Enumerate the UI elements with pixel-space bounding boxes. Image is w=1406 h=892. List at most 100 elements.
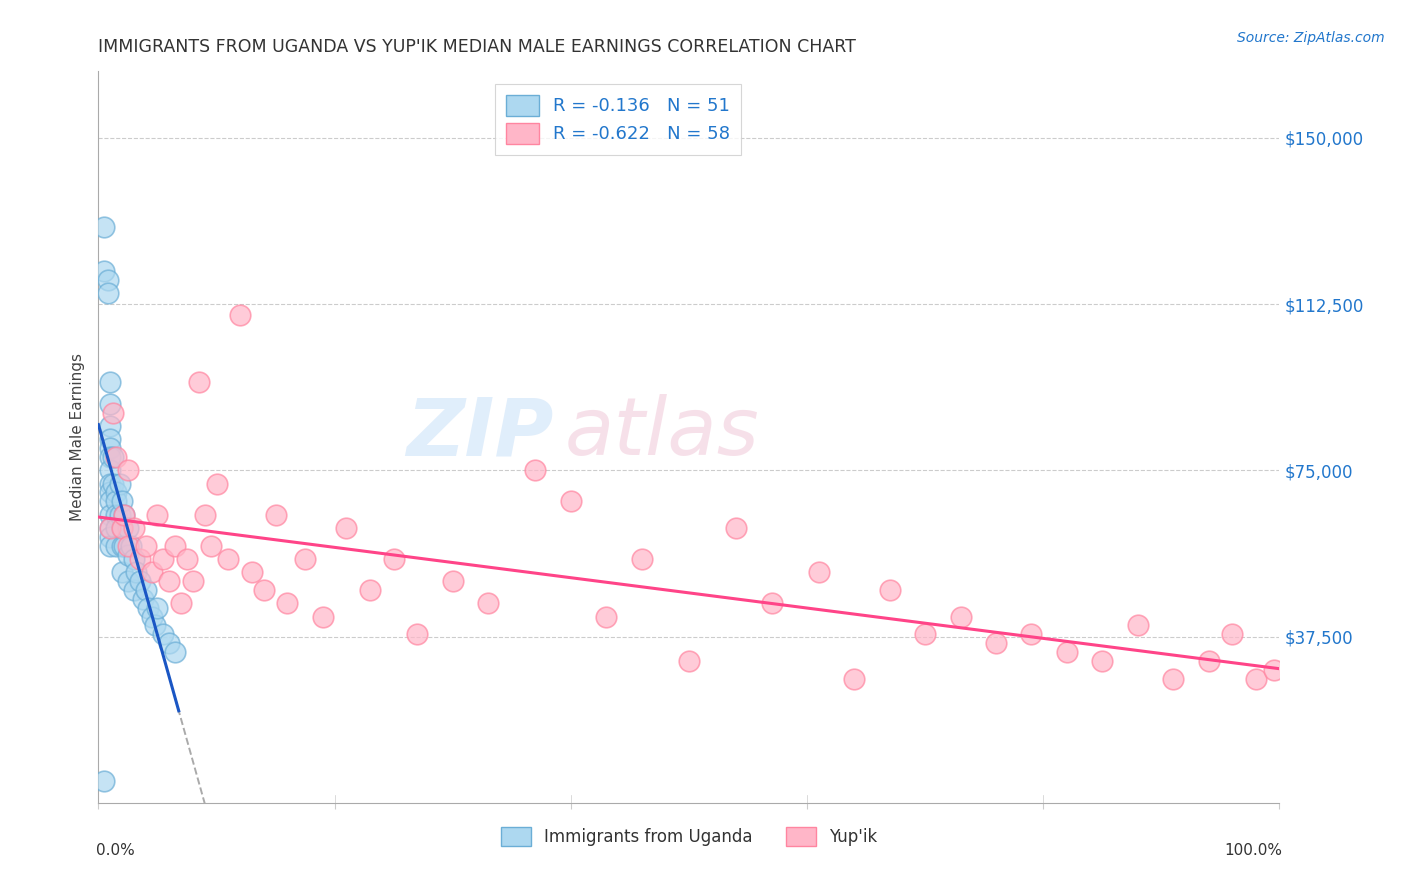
Point [117,521,139,535]
Point [98,419,121,434]
Point [1021,627,1043,641]
Point [359,582,381,597]
Point [93,219,115,234]
Point [111,539,134,553]
Point [1220,627,1243,641]
Point [844,672,866,686]
Point [93,773,115,788]
Point [111,494,134,508]
Text: 100.0%: 100.0% [1223,843,1282,858]
Point [97,273,120,287]
Point [205,476,228,491]
Point [98,476,121,491]
Point [111,566,134,580]
Point [146,508,169,522]
Text: Source: ZipAtlas.com: Source: ZipAtlas.com [1237,31,1385,45]
Point [112,508,135,522]
Point [111,521,134,535]
Point [98,521,121,535]
Point [98,530,121,544]
Legend: Immigrants from Uganda, Yup'ik: Immigrants from Uganda, Yup'ik [494,821,884,853]
Point [725,521,748,535]
Text: IMMIGRANTS FROM UGANDA VS YUP'IK MEDIAN MALE EARNINGS CORRELATION CHART: IMMIGRANTS FROM UGANDA VS YUP'IK MEDIAN … [98,38,856,56]
Point [105,539,128,553]
Point [128,574,150,589]
Point [101,476,124,491]
Point [335,521,357,535]
Point [152,627,174,641]
Point [117,548,139,562]
Point [152,552,174,566]
Point [98,521,121,535]
Point [441,574,464,589]
Point [98,450,121,464]
Point [914,627,936,641]
Point [98,432,121,446]
Point [949,609,972,624]
Point [294,552,316,566]
Point [128,552,150,566]
Point [157,636,180,650]
Point [108,508,131,522]
Point [98,375,121,389]
Point [1056,645,1078,659]
Point [165,645,187,659]
Point [105,450,128,464]
Point [1244,672,1267,686]
Point [240,566,263,580]
Point [276,596,298,610]
Text: 0.0%: 0.0% [96,843,135,858]
Point [595,609,617,624]
Point [1263,663,1285,677]
Text: atlas: atlas [565,394,759,473]
Point [312,609,335,624]
Point [146,600,169,615]
Point [98,508,121,522]
Point [98,539,121,553]
Point [112,539,135,553]
Point [121,539,143,553]
Point [1091,654,1114,668]
Point [187,375,209,389]
Point [630,552,652,566]
Point [105,508,128,522]
Point [117,539,139,553]
Point [157,574,180,589]
Point [101,406,124,420]
Point [143,618,166,632]
Point [93,264,115,278]
Point [98,441,121,455]
Point [117,574,139,589]
Point [105,494,128,508]
Point [1161,672,1184,686]
Y-axis label: Median Male Earnings: Median Male Earnings [70,353,86,521]
Point [176,552,198,566]
Point [105,485,128,500]
Point [125,566,148,580]
Point [136,600,159,615]
Point [98,485,121,500]
Point [122,582,145,597]
Point [122,552,145,566]
Point [97,285,120,300]
Point [217,552,239,566]
Point [406,627,429,641]
Point [117,463,139,477]
Point [122,521,145,535]
Point [229,308,252,322]
Point [132,591,155,606]
Point [879,582,901,597]
Point [200,539,222,553]
Point [477,596,499,610]
Point [181,574,204,589]
Point [253,582,276,597]
Point [135,539,157,553]
Point [524,463,547,477]
Point [807,566,830,580]
Point [135,582,157,597]
Point [165,539,187,553]
Point [761,596,783,610]
Point [141,609,163,624]
Point [678,654,700,668]
Point [141,566,163,580]
